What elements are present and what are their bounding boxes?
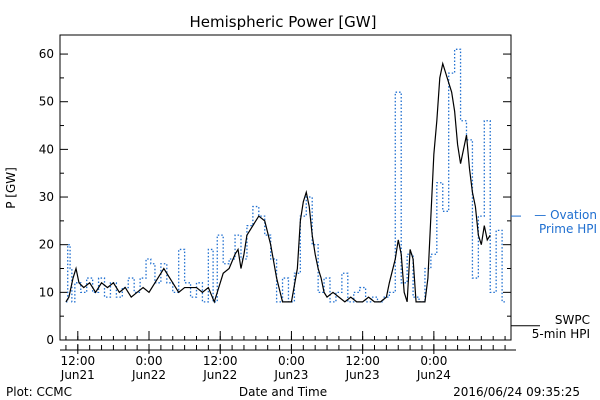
y-tick-label: 0 (46, 333, 54, 347)
x-tick-label-date: Jun22 (202, 368, 237, 382)
x-tick-label-time: 0:00 (420, 354, 447, 368)
x-tick-label-time: 12:00 (345, 354, 380, 368)
y-tick-label: 60 (39, 47, 54, 61)
footer-right: 2016/06/24 09:35:25 (453, 385, 580, 399)
series-line-swpc (65, 61, 491, 304)
x-tick-label-time: 12:00 (203, 354, 238, 368)
y-tick-label: 40 (39, 142, 54, 156)
y-tick-label: 50 (39, 95, 54, 109)
y-tick-label: 10 (39, 285, 54, 299)
footer-left: Plot: CCMC (6, 385, 72, 399)
x-tick-label-date: Jun23 (273, 368, 308, 382)
legend-swpc-line1: SWPC (555, 313, 590, 327)
y-axis-label: P [GW] (4, 167, 18, 209)
y-tick-label: 20 (39, 238, 54, 252)
y-tick-label: 30 (39, 190, 54, 204)
plot-area: 010203040506012:00Jun210:00Jun2212:00Jun… (39, 34, 512, 382)
x-tick-label-date: Jun24 (416, 368, 451, 382)
x-tick-label-date: Jun23 (345, 368, 380, 382)
legend-ovation-line2: Prime HPI (539, 222, 597, 236)
x-axis-label: Date and Time (239, 385, 327, 399)
x-tick-label-date: Jun22 (131, 368, 166, 382)
legend-swpc-line2: 5-min HPI (532, 327, 590, 341)
x-tick-label-date: Jun21 (60, 368, 95, 382)
plot-frame (59, 34, 512, 341)
chart-title: Hemispheric Power [GW] (190, 13, 377, 31)
x-tick-label-time: 12:00 (61, 354, 96, 368)
x-tick-label-time: 0:00 (278, 354, 305, 368)
legend-ovation-line1: — Ovation (534, 208, 597, 222)
x-tick-label-time: 0:00 (136, 354, 163, 368)
